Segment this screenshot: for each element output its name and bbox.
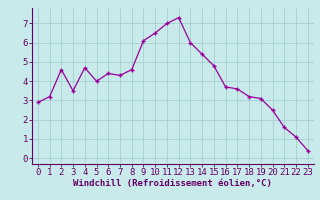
X-axis label: Windchill (Refroidissement éolien,°C): Windchill (Refroidissement éolien,°C)	[73, 179, 272, 188]
